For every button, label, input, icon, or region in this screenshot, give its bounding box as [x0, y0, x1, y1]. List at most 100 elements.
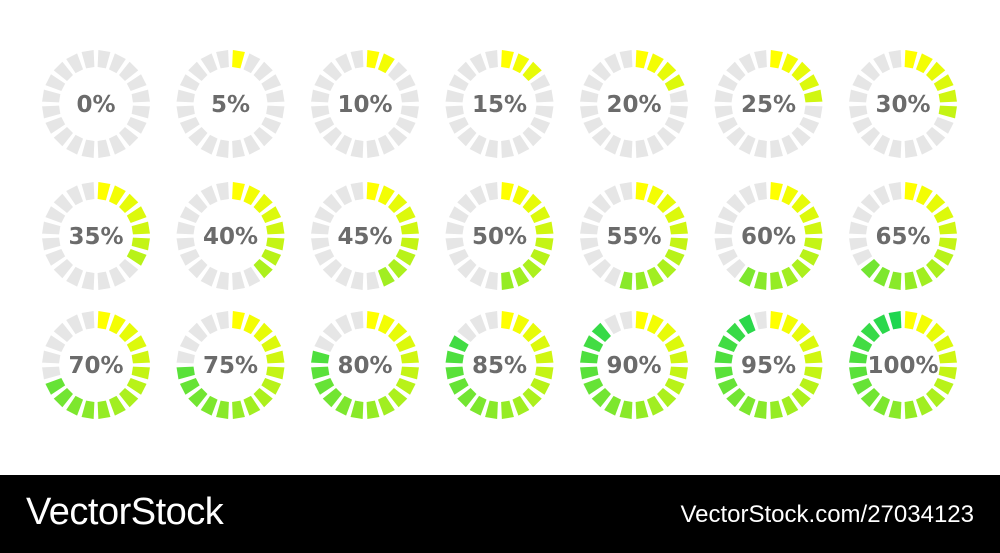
ring-segment-filled — [781, 395, 799, 416]
ring-segment-filled — [366, 400, 380, 419]
ring-segment-filled — [635, 182, 649, 201]
ring-segment-filled — [804, 366, 823, 380]
ring-segment-empty — [243, 134, 261, 155]
ring-segment-empty — [131, 89, 150, 103]
ring-segment-empty — [395, 116, 416, 134]
ring-segment-empty — [81, 271, 95, 290]
ring-segment-filled — [664, 74, 685, 92]
ring-segment-filled — [535, 350, 554, 364]
ring-segment-filled — [126, 248, 147, 266]
ring-segment-filled — [933, 206, 954, 224]
ring-segment-filled — [395, 248, 416, 266]
ring-segment-filled — [216, 400, 229, 419]
ring-segment-empty — [253, 61, 273, 81]
ring-percent-label: 0% — [76, 92, 115, 118]
ring-segment-empty — [42, 221, 61, 235]
ring-segment-filled — [266, 237, 285, 251]
ring-segment-filled — [119, 193, 139, 213]
ring-segment-empty — [888, 50, 902, 69]
ring-segment-empty — [322, 127, 342, 147]
ring-segment-empty — [81, 182, 95, 201]
ring-segment-empty — [126, 116, 147, 134]
ring-segment-filled — [804, 89, 823, 103]
ring-segment-filled — [770, 271, 783, 290]
ring-segment-empty — [81, 311, 95, 330]
ring-segment-filled — [400, 366, 419, 380]
ring-segment-empty — [395, 74, 416, 92]
ring-segment-filled — [669, 237, 688, 251]
ring-percent-label: 15% — [472, 92, 527, 118]
ring-segment-empty — [469, 134, 487, 155]
ring-segment-empty — [335, 185, 353, 206]
ring-segment-empty — [42, 366, 61, 380]
progress-ring-10: 10% — [311, 50, 419, 158]
ring-segment-empty — [604, 266, 622, 287]
ring-segment-empty — [42, 237, 61, 251]
ring-segment-empty — [591, 61, 611, 81]
ring-segment-filled — [915, 395, 933, 416]
ring-segment-empty — [42, 105, 61, 119]
ring-segment-empty — [108, 134, 126, 155]
vectorstock-logo: VectorStock — [26, 491, 224, 533]
ring-segment-filled — [457, 388, 477, 408]
ring-segment-empty — [232, 271, 245, 290]
ring-segment-filled — [232, 50, 245, 69]
ring-segment-filled — [669, 221, 688, 235]
ring-segment-empty — [781, 134, 799, 155]
ring-segment-empty — [604, 185, 622, 206]
ring-segment-filled — [97, 182, 111, 201]
ring-segment-filled — [635, 50, 649, 69]
progress-ring-55: 55% — [580, 182, 688, 290]
progress-ring-90: 90% — [580, 311, 688, 419]
ring-segment-empty — [530, 74, 551, 92]
ring-segment-empty — [619, 311, 633, 330]
ring-segment-empty — [583, 248, 604, 266]
ring-segment-filled — [799, 206, 820, 224]
progress-ring-20: 20% — [580, 50, 688, 158]
ring-percent-label: 40% — [203, 224, 258, 250]
ring-segment-empty — [448, 206, 469, 224]
ring-segment-filled — [232, 400, 245, 419]
progress-ring-45: 45% — [311, 182, 419, 290]
ring-segment-filled — [657, 61, 677, 81]
ring-segment-empty — [66, 314, 84, 335]
ring-segment-empty — [97, 50, 111, 69]
ring-segment-empty — [200, 266, 218, 287]
ring-segment-empty — [469, 266, 487, 287]
ring-segment-empty — [619, 182, 633, 201]
ring-segment-empty — [335, 134, 353, 155]
ring-segment-filled — [904, 400, 918, 419]
ring-segment-empty — [926, 127, 946, 147]
ring-percent-label: 20% — [606, 92, 661, 118]
progress-ring-50: 50% — [445, 182, 554, 290]
ring-percent-label: 55% — [606, 224, 661, 250]
ring-segment-empty — [457, 259, 477, 279]
ring-segment-filled — [646, 53, 664, 74]
ring-segment-filled — [512, 53, 530, 74]
ring-segment-filled — [126, 206, 147, 224]
ring-segment-empty — [726, 193, 746, 213]
ring-segment-filled — [580, 350, 599, 364]
ring-segment-filled — [448, 335, 469, 353]
ring-segment-filled — [522, 388, 542, 408]
ring-segment-filled — [591, 388, 611, 408]
ring-segment-empty — [860, 61, 880, 81]
ring-segment-filled — [873, 314, 891, 335]
ring-segment-empty — [216, 271, 229, 290]
ring-segment-filled — [350, 400, 364, 419]
ring-segment-filled — [657, 259, 677, 279]
ring-segment-filled — [804, 350, 823, 364]
ring-segment-filled — [933, 74, 954, 92]
ring-percent-label: 10% — [337, 92, 392, 118]
ring-segment-empty — [738, 53, 756, 74]
ring-segment-empty — [726, 127, 746, 147]
ring-segment-filled — [657, 193, 677, 213]
ring-segment-filled — [400, 221, 419, 235]
ring-segment-filled — [888, 311, 902, 330]
ring-segment-empty — [445, 89, 464, 103]
ring-segment-filled — [400, 350, 419, 364]
ring-segment-empty — [485, 182, 498, 201]
ring-segment-filled — [799, 335, 820, 353]
ring-segment-filled — [738, 266, 756, 287]
ring-segment-empty — [469, 314, 487, 335]
